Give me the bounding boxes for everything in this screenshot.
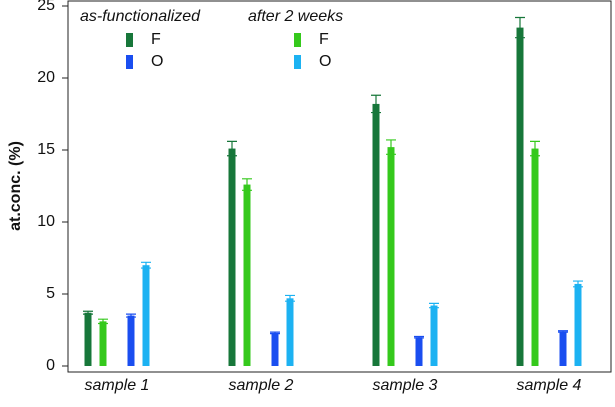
error-bar: [371, 94, 381, 114]
x-tick-label: sample 3: [373, 377, 438, 394]
bar: [243, 184, 251, 366]
error-bar: [242, 178, 252, 191]
error-bar: [515, 16, 525, 39]
bar: [531, 148, 539, 366]
x-tick-label: sample 4: [517, 377, 582, 394]
bar: [286, 298, 294, 366]
legend-swatch: [126, 55, 133, 69]
bar: [574, 283, 582, 366]
error-bar: [270, 331, 280, 335]
bar: [142, 265, 150, 366]
x-tick-label: sample 1: [85, 377, 150, 394]
bar: [99, 321, 107, 366]
error-bar: [126, 313, 136, 318]
error-bar: [414, 335, 424, 339]
error-bar: [530, 140, 540, 157]
legend-label: O: [319, 53, 331, 70]
plot-frame: [67, 0, 612, 373]
error-bar: [558, 330, 568, 333]
legend-label: F: [151, 31, 161, 48]
legend-swatch: [126, 33, 133, 47]
bar: [372, 103, 380, 367]
error-bar: [386, 139, 396, 155]
legend-label: O: [151, 53, 163, 70]
legend-group-title: as-functionalized: [80, 8, 201, 25]
error-bar: [83, 310, 93, 315]
y-tick-label: 20: [37, 69, 55, 86]
y-tick-label: 15: [37, 141, 55, 158]
legend-swatch: [294, 55, 301, 69]
y-tick-label: 0: [46, 357, 55, 374]
error-bar: [98, 318, 108, 325]
legend-group-title: after 2 weeks: [248, 8, 343, 25]
bar: [559, 331, 567, 366]
bar: [228, 148, 236, 366]
legend-swatch: [294, 33, 301, 47]
bar: [84, 312, 92, 366]
bar: [387, 147, 395, 366]
error-bar: [573, 280, 583, 288]
error-bar: [429, 302, 439, 309]
error-bar: [227, 140, 237, 157]
bar: [415, 337, 423, 366]
x-tick-label: sample 2: [229, 377, 294, 394]
legend-label: F: [319, 31, 329, 48]
y-tick-label: 5: [46, 285, 55, 302]
y-tick-label: 10: [37, 213, 55, 230]
error-bar: [285, 294, 295, 302]
y-tick-label: 25: [37, 0, 55, 14]
bar: [516, 27, 524, 366]
bar: [127, 315, 135, 366]
bar: [430, 305, 438, 366]
y-axis-label: at.conc. (%): [7, 141, 24, 231]
bar: [271, 332, 279, 366]
error-bar: [141, 261, 151, 269]
